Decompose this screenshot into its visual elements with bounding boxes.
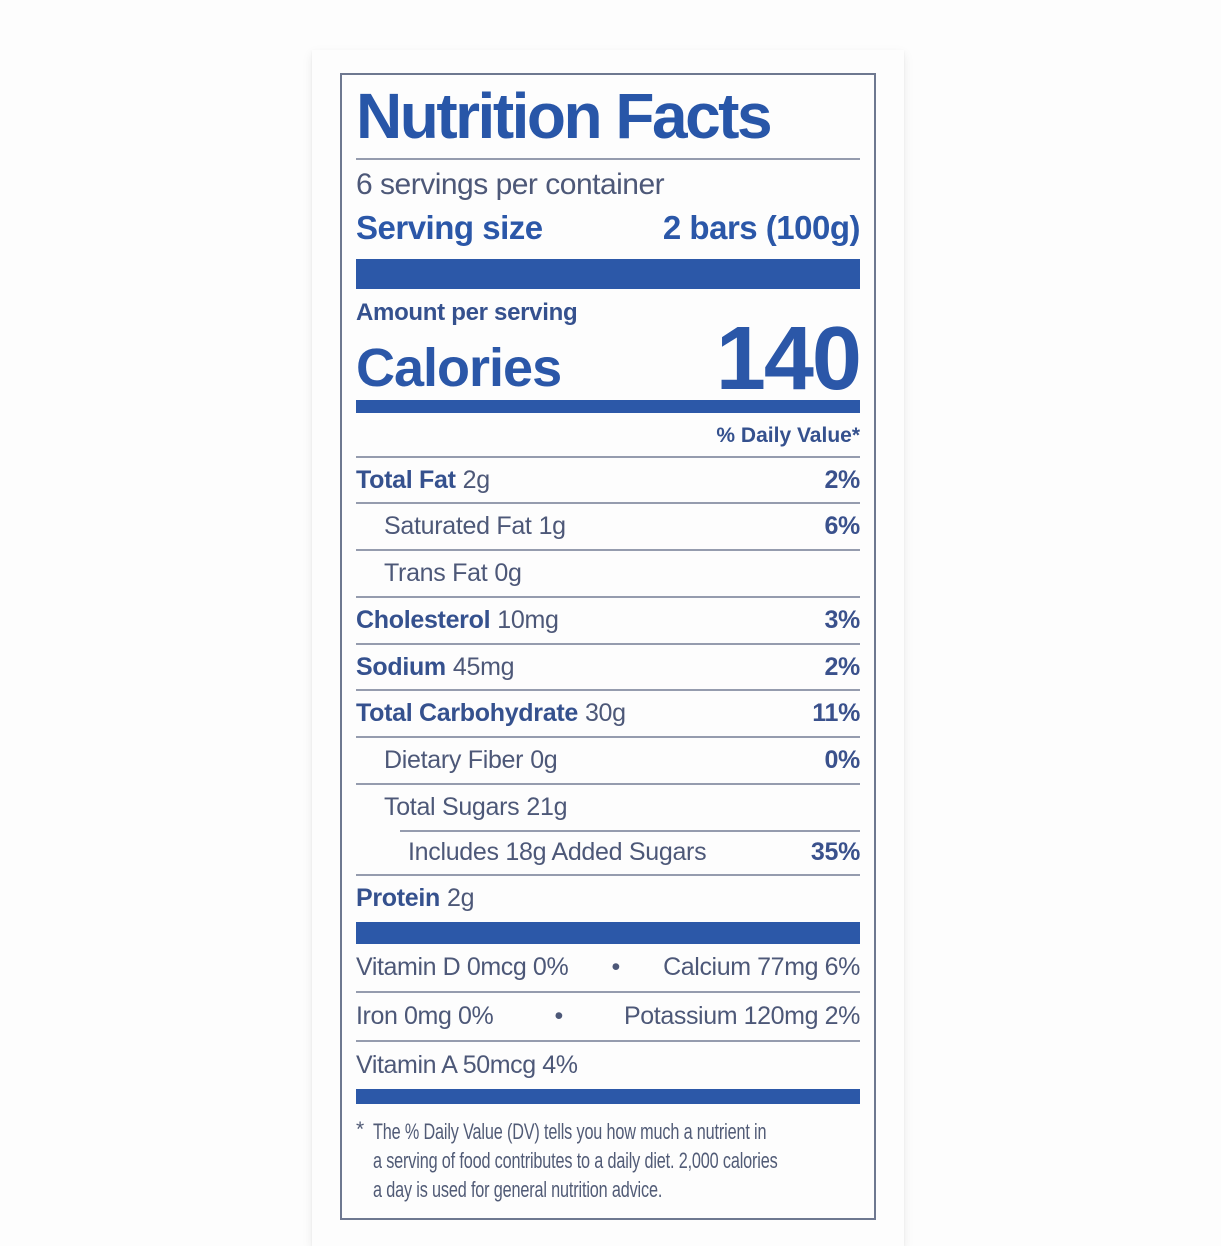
serving-size-row: Serving size 2 bars (100g) [356, 208, 861, 247]
nutrient-amount: 0g [494, 559, 522, 588]
amount-per-serving-label: Amount per serving [356, 298, 578, 326]
daily-value-header: % Daily Value* [716, 423, 860, 447]
micronutrient-row-3: Vitamin A 50mcg 4% [356, 1040, 860, 1089]
nutrient-name: Total Sugars [384, 792, 520, 821]
nutrient-dv: 3% [824, 605, 860, 634]
nutrient-row-added-sugars: Includes 18g Added Sugars 35% [356, 829, 860, 875]
nutrient-row-trans-fat: Trans Fat 0g [356, 549, 860, 596]
serving-size-label: Serving size [356, 208, 543, 246]
nutrient-amount: 2g [462, 465, 491, 494]
footnote-line: a serving of food contributes to a daily… [373, 1148, 778, 1174]
micro-right: Calcium 77mg 6% [663, 953, 860, 982]
micro-right: Potassium 120mg 2% [624, 1002, 860, 1031]
footnote-line: The % Daily Value (DV) tells you how muc… [373, 1119, 767, 1145]
nutrient-name: Dietary Fiber [384, 746, 524, 775]
bullet-separator: • [554, 1002, 564, 1031]
bullet-separator: • [611, 953, 621, 982]
nutrient-name: Protein [356, 884, 441, 913]
nutrient-dv: 6% [824, 512, 860, 541]
nutrient-name: Saturated Fat [384, 512, 532, 541]
nutrient-dv: 35% [810, 837, 860, 866]
nutrient-row-saturated-fat: Saturated Fat 1g 6% [356, 502, 860, 549]
nutrient-amount: 30g [584, 699, 626, 728]
separator-bar-vitamins-bottom [356, 1089, 860, 1105]
nutrient-dv: 0% [824, 746, 860, 775]
page-background: { "colors": { "label_blue": "#2b57a8", "… [340, 73, 876, 1221]
micro-left: Iron 0mg 0% [356, 1002, 494, 1031]
nutrition-label-border-box: Nutrition Facts 6 servings per container… [340, 73, 876, 1221]
separator-bar-calories [356, 399, 860, 413]
footnote-asterisk: * [356, 1118, 365, 1142]
footnote-text: The % Daily Value (DV) tells you how muc… [373, 1117, 778, 1204]
calories-row: Calories 140 [356, 308, 862, 409]
nutrient-name: Includes 18g Added Sugars [408, 837, 707, 866]
nutrient-dv: 11% [812, 699, 860, 728]
nutrient-name: Trans Fat [384, 559, 488, 588]
nutrient-amount: 10mg [497, 605, 559, 634]
micronutrient-row-2: Iron 0mg 0% • Potassium 120mg 2% [356, 991, 860, 1040]
footnote-line: a day is used for general nutrition advi… [373, 1177, 663, 1203]
serving-size-value: 2 bars (100g) [662, 208, 861, 246]
nutrient-row-sodium: Sodium 45mg 2% [356, 642, 860, 690]
nutrient-row-dietary-fiber: Dietary Fiber 0g 0% [356, 736, 860, 783]
label-title: Nutrition Facts [356, 79, 860, 160]
nutrient-rows: Total Fat 2g 2% Saturated Fat 1g 6% Trans … [356, 455, 860, 922]
micro-left: Vitamin D 0mcg 0% [356, 953, 569, 982]
separator-bar-vitamins-top [356, 922, 860, 945]
servings-per-container: 6 servings per container [356, 167, 665, 201]
calories-value: 140 [715, 308, 862, 409]
nutrient-row-total-fat: Total Fat 2g 2% [356, 455, 860, 503]
nutrient-name: Sodium [356, 652, 446, 681]
calories-label: Calories [356, 338, 562, 399]
nutrient-row-cholesterol: Cholesterol 10mg 3% [356, 595, 860, 643]
nutrient-amount: 21g [526, 792, 568, 821]
nutrient-row-total-carbohydrate: Total Carbohydrate 30g 11% [356, 689, 860, 736]
nutrient-name: Total Fat [356, 465, 456, 494]
nutrient-dv: 2% [824, 652, 860, 681]
nutrient-amount: 45mg [452, 652, 515, 681]
separator-bar-thick [356, 258, 860, 289]
micronutrient-row-1: Vitamin D 0mcg 0% • Calcium 77mg 6% [356, 944, 860, 991]
nutrient-name: Total Carbohydrate [356, 699, 578, 728]
nutrient-amount: 0g [530, 746, 558, 775]
footnote: * The % Daily Value (DV) tells you how m… [356, 1117, 860, 1204]
micronutrient-rows: Vitamin D 0mcg 0% • Calcium 77mg 6% Iron… [356, 944, 860, 1089]
nutrient-amount: 1g [538, 512, 567, 541]
nutrient-amount: 2g [447, 884, 475, 913]
nutrient-row-total-sugars: Total Sugars 21g [356, 782, 860, 830]
nutrient-dv: 2% [824, 465, 860, 494]
micro-left: Vitamin A 50mcg 4% [356, 1051, 578, 1080]
nutrient-name: Cholesterol [356, 605, 491, 634]
nutrient-row-protein: Protein 2g [356, 874, 860, 921]
nutrition-label-panel: Nutrition Facts 6 servings per container… [312, 50, 904, 1246]
